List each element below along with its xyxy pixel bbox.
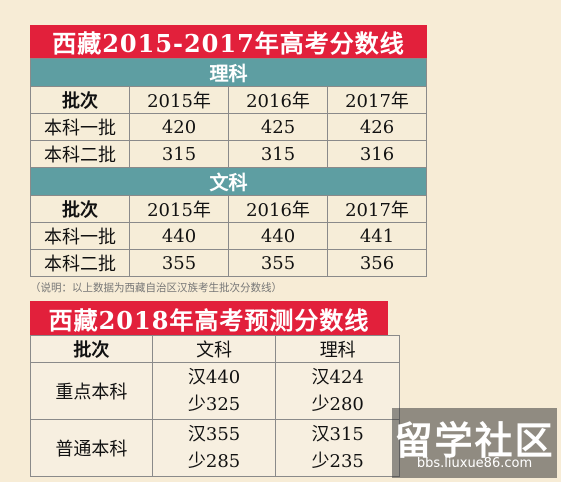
top-title-banner: 西藏2015-2017年高考分数线	[30, 25, 427, 58]
score-cell: 315	[228, 140, 328, 168]
science-score-cell: 汉315 少235	[275, 419, 400, 477]
score-cell: 420	[129, 113, 229, 141]
batch-label: 普通本科	[30, 419, 153, 477]
science-score-cell: 汉424 少280	[275, 362, 400, 420]
footnote: （说明：以上数据为西藏自治区汉族考生批次分数线）	[30, 282, 282, 294]
science-header-row: 批次 2015年 2016年 2017年	[30, 86, 427, 114]
score-cell: 355	[129, 249, 229, 277]
minority-score: 少325	[187, 394, 241, 415]
score-cell: 356	[327, 249, 427, 277]
han-score: 汉424	[311, 367, 364, 388]
header-cell: 2016年	[228, 86, 328, 114]
table-row: 本科一批 440 440 441	[30, 222, 427, 250]
watermark-url: bbs.liuxue86.com	[416, 456, 533, 471]
minority-score: 少285	[187, 451, 241, 472]
table-row: 普通本科 汉355 少285 汉315 少235	[30, 419, 400, 477]
header-cell: 批次	[30, 86, 130, 114]
header-cell: 2016年	[228, 195, 328, 223]
table-row: 本科二批 315 315 316	[30, 140, 427, 168]
score-cell: 425	[228, 113, 328, 141]
prediction-header-row: 批次 文科 理科	[30, 335, 400, 363]
arts-section-row: 文科	[30, 167, 427, 196]
score-cell: 316	[327, 140, 427, 168]
science-section-row: 理科	[30, 58, 427, 87]
batch-label: 本科一批	[30, 113, 130, 141]
han-score: 汉440	[187, 367, 241, 388]
table-row: 重点本科 汉440 少325 汉424 少280	[30, 362, 400, 420]
arts-score-cell: 汉440 少325	[151, 362, 277, 420]
watermark-name: 留学社区	[394, 419, 555, 463]
science-section-label: 理科	[30, 58, 427, 87]
header-cell: 2017年	[327, 86, 427, 114]
batch-label: 本科二批	[30, 249, 130, 277]
table-row: 本科二批 355 355 356	[30, 249, 427, 277]
minority-score: 少235	[311, 451, 364, 472]
table-row: 本科一批 420 425 426	[30, 113, 427, 141]
arts-score-cell: 汉355 少285	[151, 419, 277, 477]
batch-label: 重点本科	[30, 362, 153, 420]
batch-label: 本科二批	[30, 140, 130, 168]
header-cell: 理科	[275, 335, 400, 363]
header-cell: 2015年	[129, 86, 229, 114]
arts-section-label: 文科	[30, 167, 427, 196]
header-cell: 文科	[151, 335, 277, 363]
score-cell: 315	[129, 140, 229, 168]
batch-label: 本科一批	[30, 222, 130, 250]
top-score-table: 理科 批次 2015年 2016年 2017年 本科一批 420 425 426…	[30, 58, 427, 277]
header-cell: 2015年	[129, 195, 229, 223]
han-score: 汉315	[311, 424, 364, 445]
score-cell: 440	[129, 222, 229, 250]
arts-header-row: 批次 2015年 2016年 2017年	[30, 195, 427, 223]
score-cell: 440	[228, 222, 328, 250]
prediction-table: 批次 文科 理科 重点本科 汉440 少325 汉424 少280 普通本科 汉…	[30, 335, 400, 477]
top-title: 西藏2015-2017年高考分数线	[52, 29, 405, 58]
watermark-logo: 留学社区 bbs.liuxue86.com	[392, 408, 557, 478]
score-cell: 441	[327, 222, 427, 250]
header-cell: 批次	[30, 195, 130, 223]
header-cell: 批次	[30, 335, 153, 363]
bottom-title-banner: 西藏2018年高考预测分数线	[30, 301, 388, 335]
han-score: 汉355	[187, 424, 241, 445]
header-cell: 2017年	[327, 195, 427, 223]
bottom-title: 西藏2018年高考预测分数线	[48, 305, 370, 335]
minority-score: 少280	[311, 394, 364, 415]
score-cell: 426	[327, 113, 427, 141]
score-cell: 355	[228, 249, 328, 277]
